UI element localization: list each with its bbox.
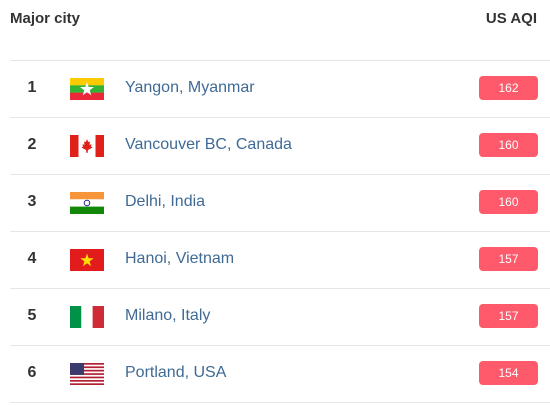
table-row: 3 Delhi, India 160 [0,174,550,231]
city-link[interactable]: Vancouver BC, Canada [125,136,292,153]
flag-icon [70,249,104,271]
city-link[interactable]: Portland, USA [125,364,227,381]
flag-icon [70,135,104,157]
aqi-badge: 160 [479,133,538,157]
city-link[interactable]: Yangon, Myanmar [125,79,255,96]
table-row: 6 Portland, USA 154 [0,345,550,403]
rank: 4 [27,250,37,267]
table-row: 5 Milano, Italy 157 [0,288,550,345]
table-row: 4 Hanoi, Vietnam 157 [0,231,550,288]
row-separator [10,60,550,61]
city-link[interactable]: Delhi, India [125,193,206,210]
aqi-badge: 157 [479,304,538,328]
city-link[interactable]: Milano, Italy [125,307,211,324]
flag-icon [70,363,104,385]
aqi-badge: 160 [479,190,538,214]
row-separator [10,345,550,346]
rank: 3 [27,193,37,210]
aqi-badge: 154 [479,361,538,385]
row-separator [10,231,550,232]
rank: 5 [27,307,37,324]
row-separator [10,288,550,289]
flag-icon [70,306,104,328]
rank: 1 [27,79,37,96]
table-row: 2 Vancouver BC, Canada 160 [0,117,550,174]
table-row: 1 Yangon, Myanmar 162 [0,60,550,117]
aqi-badge: 157 [479,247,538,271]
flag-icon [70,78,104,100]
header-city: Major city [10,10,81,27]
aqi-badge: 162 [479,76,538,100]
row-separator [10,174,550,175]
header-aqi: US AQI [485,10,537,27]
city-link[interactable]: Hanoi, Vietnam [125,250,235,267]
row-separator [10,402,550,403]
flag-icon [70,192,104,214]
rank: 2 [27,136,37,153]
rank: 6 [27,364,37,381]
row-separator [10,117,550,118]
